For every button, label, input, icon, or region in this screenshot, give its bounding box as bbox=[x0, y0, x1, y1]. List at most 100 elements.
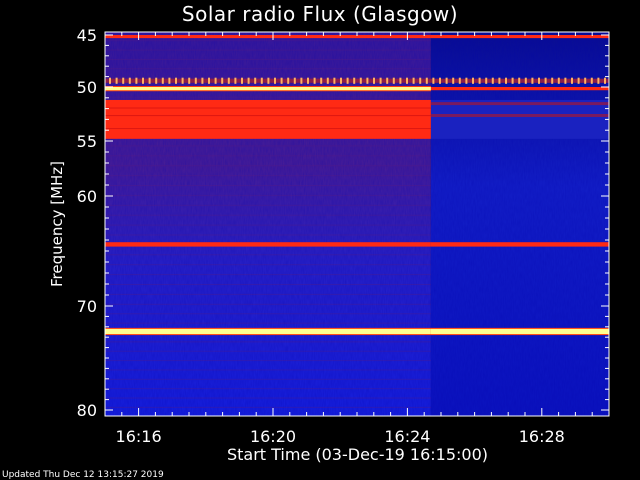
band-1-spike bbox=[392, 77, 395, 84]
band-texture bbox=[105, 128, 431, 130]
band-1-spike bbox=[498, 77, 501, 84]
band-1-spike bbox=[234, 77, 237, 84]
striation-before bbox=[105, 369, 431, 371]
striation-before bbox=[105, 341, 431, 343]
band-1-spike bbox=[194, 77, 197, 84]
band-1-spike bbox=[590, 77, 593, 84]
band-3-after bbox=[430, 99, 609, 139]
band-1-spike bbox=[293, 77, 296, 84]
band-5-after bbox=[430, 328, 609, 335]
band-5-before bbox=[105, 328, 431, 335]
striation-before bbox=[105, 96, 431, 98]
striation-before bbox=[105, 264, 431, 266]
band-2-before bbox=[105, 87, 431, 91]
striation-before bbox=[105, 58, 431, 60]
band-1-spike bbox=[168, 77, 171, 84]
band-1-spike bbox=[472, 77, 474, 84]
striation-before bbox=[105, 194, 431, 196]
striation-before bbox=[105, 254, 431, 256]
emission-bands bbox=[105, 35, 609, 336]
band-texture bbox=[105, 115, 431, 117]
band-2-after bbox=[430, 87, 609, 91]
band-1-spike bbox=[247, 77, 250, 84]
band-1-spike bbox=[340, 77, 342, 84]
spectrogram-background bbox=[105, 32, 609, 416]
update-timestamp: Updated Thu Dec 12 13:15:27 2019 bbox=[2, 470, 164, 480]
band-0-after bbox=[430, 35, 609, 39]
band-1-spike bbox=[379, 77, 382, 84]
striation-before bbox=[105, 165, 431, 167]
striation-before bbox=[105, 145, 431, 147]
band-1-spike bbox=[313, 77, 316, 84]
band-1-spike bbox=[432, 77, 435, 84]
band-1-spike bbox=[491, 77, 494, 84]
band-1-spike bbox=[320, 77, 323, 84]
band-1-spike bbox=[465, 77, 468, 84]
band-1-spike bbox=[366, 77, 369, 84]
striation-before bbox=[105, 214, 431, 216]
band-3-before bbox=[105, 99, 431, 139]
y-tick-label: 70 bbox=[77, 297, 97, 316]
band-1-spike bbox=[208, 77, 210, 84]
band-1-spike bbox=[201, 77, 204, 84]
band-1-spike bbox=[584, 77, 587, 84]
band-1-spike bbox=[155, 77, 158, 84]
band-1-spike bbox=[597, 77, 600, 84]
band-1-spike bbox=[557, 77, 560, 84]
band-1-spike bbox=[175, 77, 177, 84]
band-1-spike bbox=[353, 77, 356, 84]
striation-before bbox=[105, 303, 431, 305]
tick-marks: 45 50 55 60 70 80 16:16 16:20 16:24 16:28 bbox=[77, 26, 609, 446]
band-1-spike bbox=[412, 77, 415, 84]
band-1-spike bbox=[333, 77, 336, 84]
band-1-spike bbox=[280, 77, 283, 84]
band-1-spike bbox=[122, 77, 125, 84]
band-1-spike bbox=[161, 77, 164, 84]
band-1-spike bbox=[227, 77, 230, 84]
y-tick-label: 45 bbox=[77, 26, 97, 45]
band-1-spike bbox=[115, 77, 118, 84]
band-1-spike bbox=[538, 77, 540, 84]
striation-before bbox=[105, 313, 431, 315]
striation-before bbox=[105, 68, 431, 70]
y-tick-label: 80 bbox=[77, 401, 97, 420]
band-1-spike bbox=[544, 77, 547, 84]
band-1-spike bbox=[439, 77, 441, 84]
striation-before bbox=[105, 360, 431, 362]
band-1-spike bbox=[518, 77, 521, 84]
band-texture bbox=[105, 107, 431, 109]
striation-before bbox=[105, 350, 431, 352]
band-1-spike bbox=[505, 77, 507, 84]
band-1-spike bbox=[531, 77, 534, 84]
band-1-spike bbox=[524, 77, 527, 84]
band-1-spike bbox=[300, 77, 303, 84]
band-1-spike bbox=[577, 77, 580, 84]
background-texture bbox=[105, 32, 609, 416]
band-1-spike bbox=[564, 77, 567, 84]
band-1-base bbox=[105, 78, 609, 83]
striation-before bbox=[105, 274, 431, 276]
band-1-spike bbox=[221, 77, 224, 84]
band-1-spike bbox=[260, 77, 263, 84]
striation-before bbox=[105, 155, 431, 157]
band-1-spike bbox=[274, 77, 276, 84]
band-1-spike bbox=[425, 77, 428, 84]
band-1-spike bbox=[571, 77, 573, 84]
band-1-spike bbox=[604, 77, 606, 84]
band-1-spike bbox=[373, 77, 375, 84]
striation-before bbox=[105, 397, 431, 399]
band-1-spike bbox=[406, 77, 408, 84]
band-after-texture bbox=[430, 114, 609, 117]
striation-before bbox=[105, 293, 431, 295]
x-tick-label: 16:28 bbox=[519, 427, 565, 446]
striation-before bbox=[105, 378, 431, 380]
striation-before bbox=[105, 175, 431, 177]
striation-before bbox=[105, 40, 431, 42]
band-4-before bbox=[105, 242, 431, 247]
striation-before bbox=[105, 204, 431, 206]
band-1-spike bbox=[287, 77, 290, 84]
band-1-spike bbox=[181, 77, 184, 84]
band-1-spike bbox=[511, 77, 514, 84]
band-4-after bbox=[430, 242, 609, 247]
